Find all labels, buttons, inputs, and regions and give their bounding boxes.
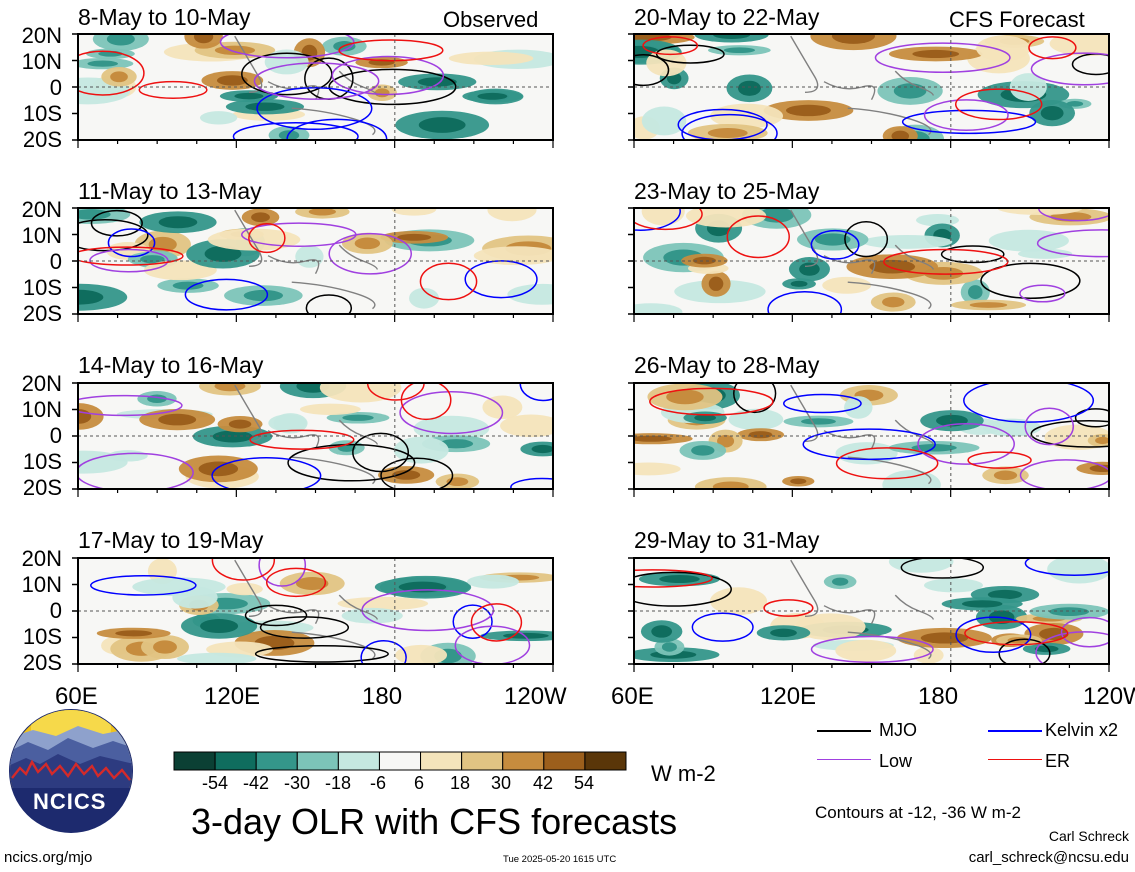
legend-kelvin: Kelvin x2 <box>1045 720 1119 740</box>
colorbar-tick-label: 30 <box>491 773 512 793</box>
lon-tick: 180 <box>918 683 959 710</box>
panel-title-fcst-2: 23-May to 25-May <box>634 178 820 204</box>
lat-tick: 20N <box>21 371 62 396</box>
legend-er: ER <box>1045 751 1071 771</box>
lat-tick: 10S <box>22 624 62 649</box>
figure-title: 3-day OLR with CFS forecasts <box>191 801 678 842</box>
lat-tick: 10S <box>22 101 62 126</box>
contour-note: Contours at -12, -36 W m-2 <box>815 803 1021 822</box>
ncics-logo <box>9 709 133 833</box>
colorbar-swatch <box>337 751 380 771</box>
lat-tick: 20S <box>22 475 62 500</box>
lat-tick: 10S <box>22 449 62 474</box>
lat-tick: 0 <box>49 75 62 100</box>
map-panel <box>78 558 553 664</box>
lat-tick: 0 <box>49 423 62 448</box>
timestamp: Tue 2025-05-20 1615 UTC <box>503 854 617 865</box>
source-url: ncics.org/mjo <box>4 849 93 866</box>
panel-title-obs-3: 14-May to 16-May <box>78 352 264 378</box>
panel-title-fcst-1: 20-May to 22-May <box>634 4 820 30</box>
colorbar-swatch <box>214 751 257 771</box>
lon-tick: 60E <box>611 683 654 710</box>
lat-tick: 20N <box>21 23 62 48</box>
lat-tick: 10N <box>21 397 62 422</box>
legend-low: Low <box>879 751 913 771</box>
author-name: Carl Schreck <box>1048 828 1129 844</box>
colorbar-tick-label: 54 <box>574 773 595 793</box>
lat-tick: 10N <box>21 572 62 597</box>
map-panel <box>78 383 553 489</box>
colorbar-tick-label: 42 <box>533 773 554 793</box>
colorbar-tick-label: -6 <box>370 773 387 793</box>
colorbar-swatch <box>420 751 463 771</box>
lat-tick: 0 <box>49 598 62 623</box>
colorbar-swatch <box>584 751 627 771</box>
forecast-tag: CFS Forecast <box>949 7 1085 32</box>
lon-tick: 120E <box>204 683 261 710</box>
panel-title-fcst-4: 29-May to 31-May <box>634 527 820 553</box>
colorbar-swatch <box>461 751 504 771</box>
colorbar-tick-label: 18 <box>450 773 471 793</box>
colorbar-tick-label: -18 <box>325 773 352 793</box>
observed-tag: Observed <box>443 7 539 32</box>
colorbar-tick-label: -30 <box>284 773 311 793</box>
lat-tick: 20S <box>22 301 62 326</box>
colorbar <box>173 751 627 771</box>
lat-tick: 20S <box>22 127 62 152</box>
panel-title-obs-1: 8-May to 10-May <box>78 4 251 30</box>
lon-tick: 60E <box>55 683 98 710</box>
logo-text: NCICS <box>33 789 107 814</box>
colorbar-units: W m-2 <box>651 761 716 786</box>
lat-tick: 20N <box>21 546 62 571</box>
map-panel <box>634 383 1109 489</box>
lon-tick: 120E <box>760 683 817 710</box>
colorbar-swatch <box>543 751 586 771</box>
lat-tick: 0 <box>49 249 62 274</box>
colorbar-tick-label: -42 <box>243 773 270 793</box>
lon-tick: 120W <box>1083 683 1135 710</box>
colorbar-swatch <box>255 751 298 771</box>
map-panel <box>634 34 1109 140</box>
lat-tick: 20S <box>22 650 62 675</box>
colorbar-swatch <box>502 751 545 771</box>
colorbar-tick-label: 6 <box>414 773 425 793</box>
map-panel <box>634 208 1109 314</box>
map-panel <box>78 208 553 314</box>
map-panel <box>634 558 1109 664</box>
lat-tick: 20N <box>21 197 62 222</box>
colorbar-swatch <box>378 751 422 771</box>
lon-tick: 120W <box>504 683 567 710</box>
panel-title-obs-2: 11-May to 13-May <box>78 178 262 204</box>
lat-tick: 10N <box>21 49 62 74</box>
lat-tick: 10S <box>22 275 62 300</box>
colorbar-swatch <box>173 751 216 771</box>
panel-title-fcst-3: 26-May to 28-May <box>634 352 820 378</box>
colorbar-tick-label: -54 <box>202 773 229 793</box>
legend-lines <box>817 730 1042 760</box>
map-panel <box>78 34 553 140</box>
author-email: carl_schreck@ncsu.edu <box>968 849 1129 866</box>
legend-mjo: MJO <box>879 720 917 740</box>
colorbar-swatch <box>296 751 339 771</box>
panel-title-obs-4: 17-May to 19-May <box>78 527 264 553</box>
lon-tick: 180 <box>362 683 403 710</box>
lat-tick: 10N <box>21 223 62 248</box>
